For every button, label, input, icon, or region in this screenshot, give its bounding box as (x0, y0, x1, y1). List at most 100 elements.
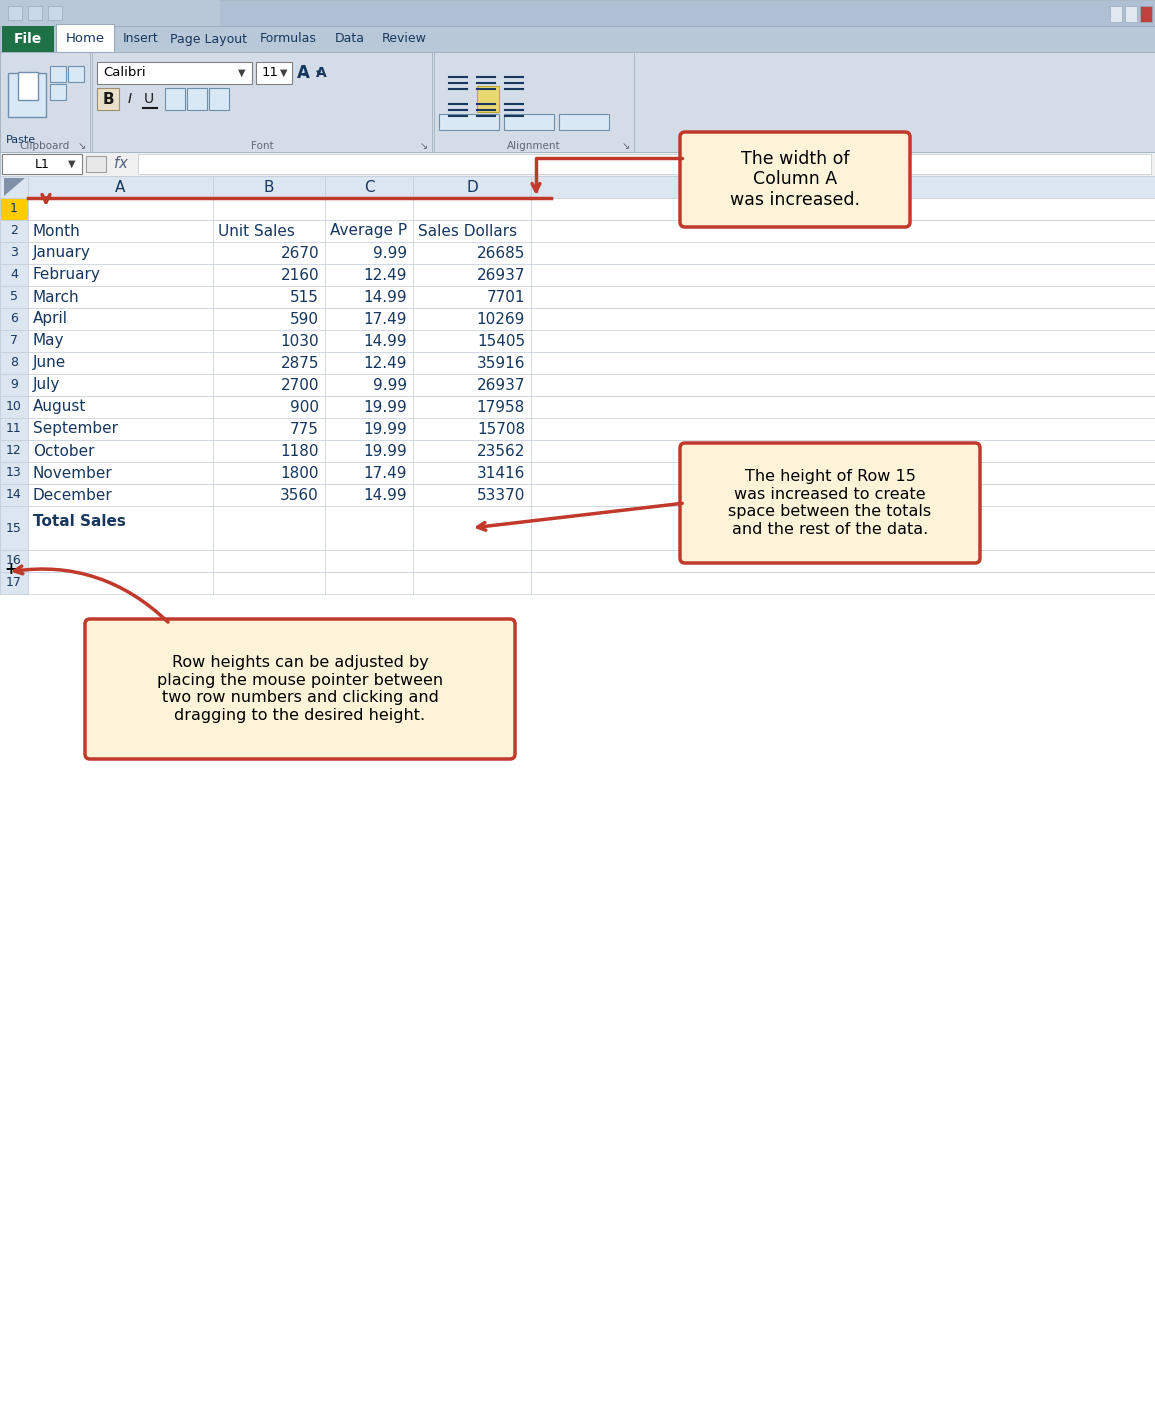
Text: 11: 11 (262, 67, 280, 79)
Text: A: A (297, 64, 310, 82)
Bar (413, 463, 531, 484)
Text: February: February (33, 267, 100, 283)
Bar (531, 484, 1155, 507)
Bar (325, 507, 413, 550)
Text: 1: 1 (10, 202, 18, 215)
Text: 9.99: 9.99 (373, 378, 407, 392)
Bar (531, 242, 1155, 265)
Text: August: August (33, 399, 87, 415)
Bar (0, 463, 28, 484)
Text: 17.49: 17.49 (364, 311, 407, 327)
Text: December: December (33, 488, 113, 502)
Text: 31416: 31416 (477, 466, 526, 481)
Text: 26937: 26937 (477, 267, 526, 283)
Text: January: January (33, 245, 91, 260)
Text: 900: 900 (290, 399, 319, 415)
Text: 12: 12 (6, 444, 22, 457)
Text: 15708: 15708 (477, 422, 526, 436)
Bar (28, 6, 42, 20)
Text: 53370: 53370 (477, 488, 526, 502)
Bar (0, 572, 28, 594)
Bar (0, 219, 28, 242)
Text: ↘: ↘ (77, 142, 87, 151)
Bar (531, 352, 1155, 374)
Text: B: B (102, 92, 114, 106)
Bar (0, 151, 1155, 175)
Bar (28, 265, 213, 286)
Bar (28, 374, 213, 396)
Bar (531, 286, 1155, 308)
Bar (325, 463, 413, 484)
Bar (28, 175, 213, 198)
Text: 2: 2 (10, 225, 18, 238)
Bar (531, 175, 1155, 198)
Text: 11: 11 (6, 423, 22, 436)
Text: 2700: 2700 (281, 378, 319, 392)
Text: U: U (144, 92, 154, 106)
Text: 9: 9 (10, 378, 18, 392)
Bar (85, 156, 106, 173)
Bar (28, 484, 213, 507)
Text: 35916: 35916 (477, 355, 526, 371)
Text: 4: 4 (10, 269, 18, 282)
Bar (531, 308, 1155, 330)
Bar (213, 219, 325, 242)
Text: C: C (364, 180, 374, 194)
Text: fx: fx (114, 157, 128, 171)
Text: 16: 16 (6, 555, 22, 567)
Bar (1125, 6, 1137, 23)
Bar (559, 115, 609, 130)
Text: I: I (128, 92, 132, 106)
Text: A: A (116, 180, 126, 194)
Text: ▼: ▼ (68, 158, 76, 168)
Bar (28, 440, 213, 463)
Text: March: March (33, 290, 80, 304)
Bar (325, 417, 413, 440)
Text: 1030: 1030 (281, 334, 319, 348)
Text: 1180: 1180 (281, 443, 319, 458)
Bar (0, 265, 28, 286)
Bar (325, 352, 413, 374)
FancyBboxPatch shape (680, 132, 910, 226)
Text: Row heights can be adjusted by
placing the mouse pointer between
two row numbers: Row heights can be adjusted by placing t… (157, 655, 444, 723)
Bar (92, 52, 432, 151)
Text: L1: L1 (35, 157, 50, 170)
Text: 12.49: 12.49 (364, 267, 407, 283)
Bar (0, 330, 28, 352)
Text: ▼: ▼ (281, 68, 288, 78)
Bar (1140, 6, 1152, 23)
Text: Insert: Insert (124, 33, 159, 45)
Bar (165, 88, 185, 110)
Bar (1110, 6, 1122, 23)
Bar (531, 396, 1155, 417)
Bar (213, 507, 325, 550)
Bar (28, 550, 213, 572)
Text: Data: Data (335, 33, 365, 45)
Text: 8: 8 (10, 357, 18, 369)
Bar (213, 550, 325, 572)
Bar (213, 352, 325, 374)
FancyBboxPatch shape (85, 618, 515, 758)
Text: 23562: 23562 (477, 443, 526, 458)
Bar (0, 352, 28, 374)
Bar (28, 417, 213, 440)
Bar (213, 396, 325, 417)
Bar (325, 396, 413, 417)
Bar (256, 62, 292, 83)
Bar (531, 265, 1155, 286)
Text: 775: 775 (290, 422, 319, 436)
Bar (325, 198, 413, 219)
Text: A: A (315, 67, 327, 81)
Text: 3: 3 (10, 246, 18, 259)
Bar (28, 572, 213, 594)
Bar (213, 463, 325, 484)
Bar (213, 198, 325, 219)
Bar (213, 308, 325, 330)
Bar (531, 550, 1155, 572)
Bar (0, 396, 28, 417)
Text: 3560: 3560 (281, 488, 319, 502)
Text: 10269: 10269 (477, 311, 526, 327)
Bar (50, 83, 66, 100)
Bar (325, 219, 413, 242)
Text: November: November (33, 466, 113, 481)
